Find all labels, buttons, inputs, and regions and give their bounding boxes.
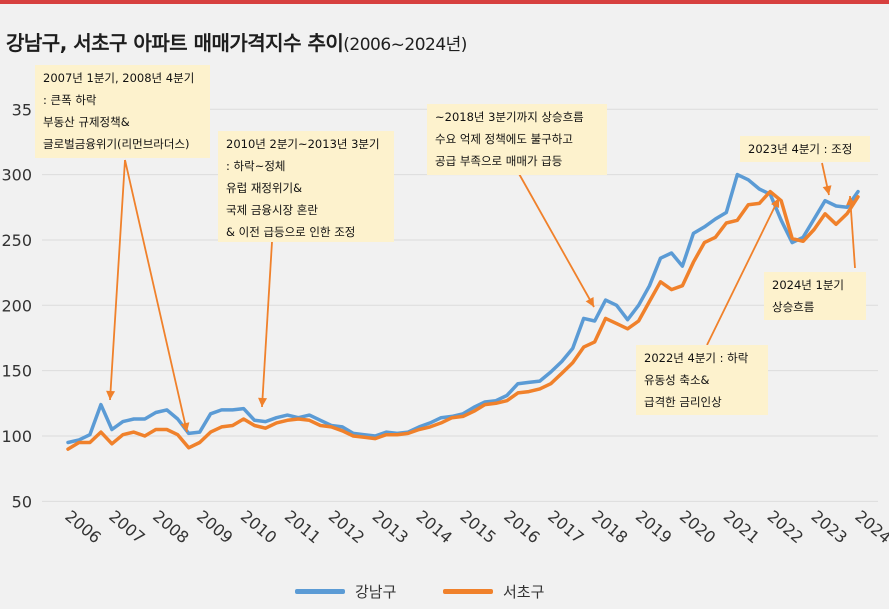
chart-title-main: 강남구, 서초구 아파트 매매가격지수 추이 [6,31,344,55]
annotation-arrow [124,159,188,433]
chart-title: 강남구, 서초구 아파트 매매가격지수 추이(2006~2024년) [6,27,467,56]
annotation-arrow [706,197,780,346]
legend-label-gangnam: 강남구 [355,582,397,601]
x-tick-label: 2006 [61,507,104,548]
legend-item-seocho: 서초구 [443,580,544,602]
y-tick-label: 250 [1,231,32,250]
series-line-gangnam [66,172,860,445]
y-tick-label: 50 [12,492,32,511]
x-tick-label: 2013 [369,507,412,548]
annotation-box-2024q1: 2024년 1분기 상승흐름 [764,272,866,320]
legend-swatch-seocho [443,588,493,594]
x-tick-label: 2021 [720,507,763,548]
annotation-arrowhead [846,196,856,206]
annotation-arrow [109,159,126,401]
y-tick-label: 150 [1,362,32,381]
legend-item-gangnam: 강남구 [295,580,396,602]
x-tick-label: 2017 [544,507,587,548]
annotation-arrowhead [585,296,594,307]
y-tick-label: 200 [1,296,32,315]
x-tick-label: 2018 [588,507,631,548]
x-tick-label: 2008 [149,507,192,548]
annotation-box-2023q4: 2023년 4분기 : 조정 [740,136,870,162]
x-tick-label: 2007 [105,507,148,548]
annotation-box-2018: ~2018년 3분기까지 상승흐름 수요 억제 정책에도 불구하고 공급 부족으… [427,104,607,175]
x-tick-label: 2014 [413,507,456,548]
legend-swatch-gangnam [295,588,345,594]
x-tick-label: 2011 [281,507,324,548]
annotation-box-2022q4: 2022년 4분기 : 하락 유동성 축소& 급격한 금리인상 [636,345,768,415]
annotation-arrowhead [822,185,832,195]
x-tick-label: 2009 [193,507,236,548]
x-tick-label: 2019 [632,507,675,548]
annotation-arrow [261,241,273,408]
x-tick-label: 2010 [237,507,280,548]
y-tick-label: 100 [1,427,32,446]
legend-label-seocho: 서초구 [503,582,545,601]
annotation-arrowhead [180,422,190,432]
x-tick-label: 2012 [325,507,368,548]
annotation-arrowhead [770,198,780,209]
x-tick-label: 2024 [851,507,889,548]
x-tick-label: 2020 [676,507,719,548]
annotation-box-2007-2008: 2007년 1분기, 2008년 4분기 : 큰폭 하락 부동산 규제정책& 글… [35,65,210,158]
accent-bar [0,0,889,4]
annotation-arrow [849,195,856,269]
x-tick-label: 2023 [808,507,851,548]
y-tick-label: 300 [1,166,32,185]
chart-subtitle: (2006~2024년) [343,35,467,55]
x-tick-label: 2015 [456,507,499,548]
x-tick-label: 2022 [764,507,807,548]
annotation-arrow [517,171,595,308]
annotation-arrowhead [106,390,116,400]
series-line-seocho [66,189,860,451]
annotation-arrowhead [258,397,268,407]
x-tick-label: 2016 [500,507,543,548]
annotation-box-2010-2013: 2010년 2분기~2013년 3분기 : 하락~정체 유럽 재정위기& 국제 … [218,131,394,242]
y-tick-label: 35 [12,100,32,119]
